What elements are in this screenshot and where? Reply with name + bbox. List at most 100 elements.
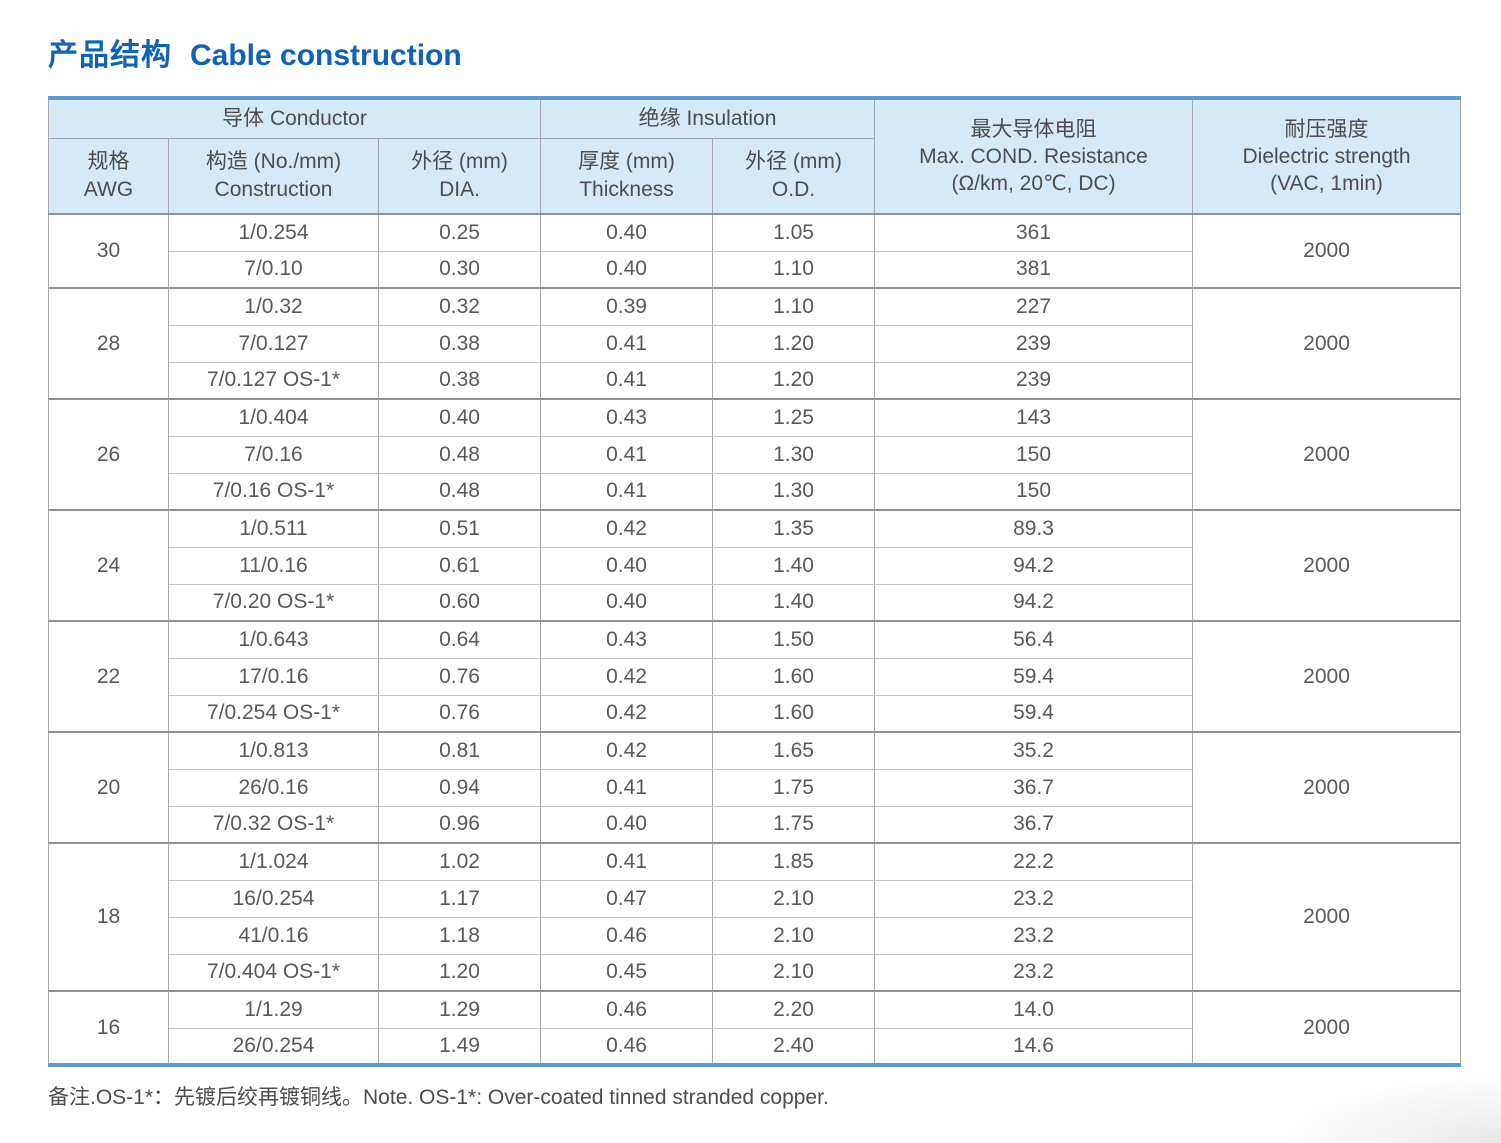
table-subheader-row: 规格 AWG 构造 (No./mm) Construction 外径 (mm) … (48, 137, 1461, 215)
column-header-dia-en: DIA. (439, 177, 480, 201)
dia-cell: 0.64 (378, 620, 541, 659)
dielectric-cell: 2000 (1192, 731, 1462, 844)
od-cell: 1.25 (711, 398, 876, 437)
awg-cell: 22 (48, 620, 169, 733)
table-row: 7/0.127 OS-1* 0.38 0.41 1.20 239 (49, 361, 1461, 400)
resistance-cell: 89.3 (874, 509, 1194, 548)
construction-cell: 7/0.254 OS-1* (168, 694, 379, 733)
od-cell: 1.65 (711, 731, 876, 770)
dia-cell: 0.48 (378, 472, 541, 511)
construction-cell: 1/0.32 (168, 287, 379, 326)
column-header-dia-zh: 外径 (mm) (411, 150, 508, 174)
group-header-conductor: 导体 Conductor (48, 97, 541, 139)
resistance-cell: 56.4 (874, 620, 1194, 659)
dielectric-cell: 2000 (1192, 287, 1462, 400)
thickness-cell: 0.42 (540, 694, 713, 733)
thickness-cell: 0.41 (540, 768, 713, 807)
construction-cell: 26/0.254 (168, 1027, 379, 1066)
resistance-cell: 23.2 (874, 953, 1194, 992)
table-row: 18 1/1.024 1.02 0.41 1.85 22.2 2000 (48, 842, 1462, 992)
table-row: 26/0.16 0.94 0.41 1.75 36.7 (49, 768, 1461, 807)
column-header-dielectric-zh: 耐压强度 (1284, 117, 1369, 141)
thickness-cell: 0.45 (540, 953, 713, 992)
od-cell: 1.85 (711, 842, 876, 881)
od-cell: 1.75 (711, 805, 876, 844)
thickness-cell: 0.42 (540, 731, 713, 770)
thickness-cell: 0.46 (540, 916, 713, 955)
resistance-cell: 239 (874, 324, 1194, 363)
resistance-cell: 36.7 (874, 768, 1194, 807)
cable-construction-table: 导体 Conductor 绝缘 Insulation 最大导体电阻 Max. C… (48, 96, 1462, 1067)
construction-cell: 1/0.813 (168, 731, 379, 770)
thickness-cell: 0.41 (540, 842, 713, 881)
column-header-awg-zh: 规格 (87, 150, 130, 174)
resistance-cell: 94.2 (874, 546, 1194, 585)
awg-cell: 30 (48, 213, 169, 289)
table-row: 28 1/0.32 0.32 0.39 1.10 227 2000 (48, 287, 1462, 400)
construction-cell: 7/0.10 (168, 250, 379, 289)
dia-cell: 0.38 (378, 361, 541, 400)
resistance-cell: 14.6 (874, 1027, 1194, 1066)
construction-cell: 1/0.254 (168, 213, 379, 252)
column-header-construction: 构造 (No./mm) Construction (168, 137, 379, 215)
dielectric-cell: 2000 (1192, 213, 1462, 289)
table-row: 7/0.16 OS-1* 0.48 0.41 1.30 150 (49, 472, 1461, 511)
dia-cell: 0.81 (378, 731, 541, 770)
column-header-od-en: O.D. (771, 177, 816, 201)
od-cell: 1.20 (711, 324, 876, 363)
dia-cell: 0.94 (378, 768, 541, 807)
table-row: 7/0.20 OS-1* 0.60 0.40 1.40 94.2 (49, 583, 1461, 622)
table-row: 41/0.16 1.18 0.46 2.10 23.2 (49, 916, 1461, 955)
column-header-resistance: 最大导体电阻 Max. COND. Resistance (Ω/km, 20℃,… (874, 97, 1194, 215)
dia-cell: 0.96 (378, 805, 541, 844)
thickness-cell: 0.43 (540, 398, 713, 437)
table-row: 30 1/0.254 0.25 0.40 1.05 361 2000 (48, 213, 1462, 289)
thickness-cell: 0.42 (540, 509, 713, 548)
column-header-thickness-zh: 厚度 (mm) (578, 150, 675, 174)
construction-cell: 17/0.16 (168, 657, 379, 696)
dielectric-cell: 2000 (1192, 620, 1462, 733)
dia-cell: 0.38 (378, 324, 541, 363)
resistance-cell: 59.4 (874, 694, 1194, 733)
construction-cell: 11/0.16 (168, 546, 379, 585)
construction-cell: 7/0.127 (168, 324, 379, 363)
od-cell: 2.10 (711, 953, 876, 992)
construction-cell: 7/0.20 OS-1* (168, 583, 379, 622)
footnote: 备注.OS-1*：先镀后绞再镀铜线。Note. OS-1*: Over-coat… (48, 1086, 829, 1109)
thickness-cell: 0.40 (540, 546, 713, 585)
dia-cell: 1.49 (378, 1027, 541, 1066)
od-cell: 1.40 (711, 583, 876, 622)
awg-cell: 24 (48, 509, 169, 622)
dia-cell: 1.02 (378, 842, 541, 881)
table-row: 26/0.254 1.49 0.46 2.40 14.6 (49, 1027, 1461, 1066)
column-header-construction-en: Construction (214, 177, 333, 201)
page-title: 产品结构 Cable construction (48, 30, 1461, 74)
construction-cell: 7/0.32 OS-1* (168, 805, 379, 844)
resistance-cell: 239 (874, 361, 1194, 400)
table-row: 26 1/0.404 0.40 0.43 1.25 143 2000 (48, 398, 1462, 511)
construction-cell: 1/0.511 (168, 509, 379, 548)
construction-cell: 7/0.127 OS-1* (168, 361, 379, 400)
table-row: 7/0.404 OS-1* 1.20 0.45 2.10 23.2 (49, 953, 1461, 992)
column-header-od: 外径 (mm) O.D. (711, 137, 876, 215)
thickness-cell: 0.43 (540, 620, 713, 659)
table-row: 7/0.16 0.48 0.41 1.30 150 (49, 435, 1461, 474)
column-header-resistance-zh: 最大导体电阻 (970, 117, 1097, 141)
dia-cell: 0.61 (378, 546, 541, 585)
construction-cell: 41/0.16 (168, 916, 379, 955)
dia-cell: 0.25 (378, 213, 541, 252)
resistance-cell: 381 (874, 250, 1194, 289)
column-header-awg-en: AWG (83, 177, 134, 201)
table-row: 17/0.16 0.76 0.42 1.60 59.4 (49, 657, 1461, 696)
awg-cell: 20 (48, 731, 169, 844)
od-cell: 1.35 (711, 509, 876, 548)
construction-cell: 7/0.16 OS-1* (168, 472, 379, 511)
column-header-awg: 规格 AWG (48, 137, 169, 215)
resistance-cell: 227 (874, 287, 1194, 326)
table-row: 7/0.10 0.30 0.40 1.10 381 (49, 250, 1461, 289)
thickness-cell: 0.41 (540, 361, 713, 400)
dia-cell: 1.18 (378, 916, 541, 955)
awg-cell: 16 (48, 990, 169, 1066)
dielectric-cell: 2000 (1192, 842, 1462, 992)
